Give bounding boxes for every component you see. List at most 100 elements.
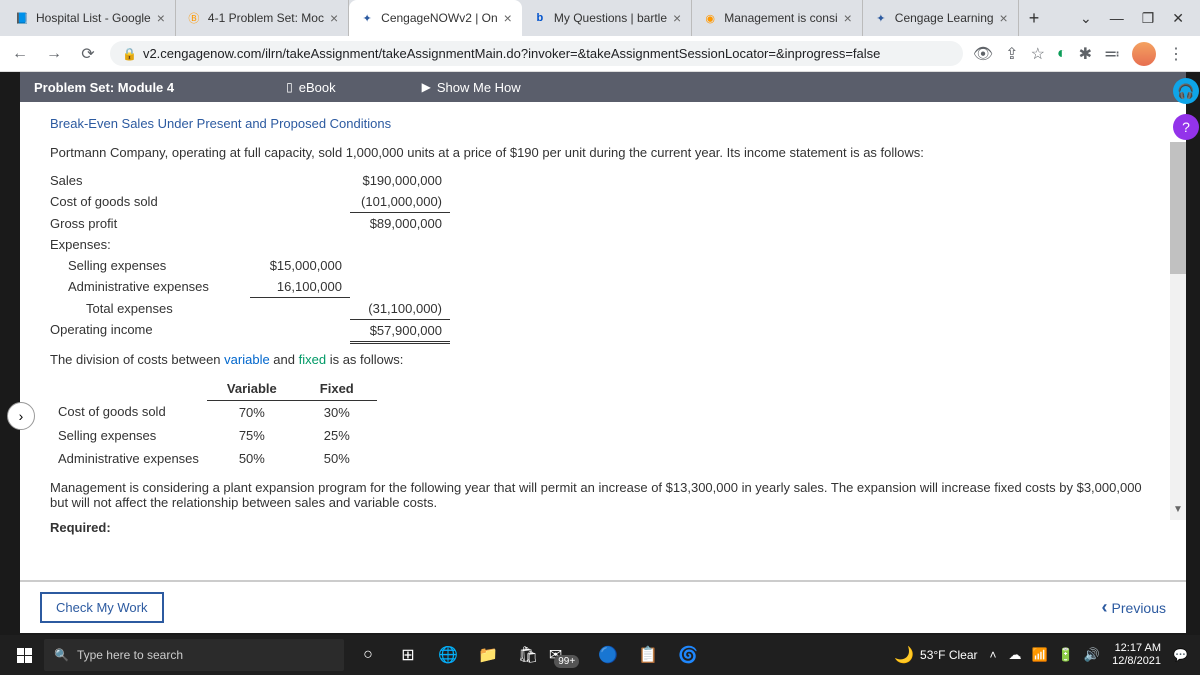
side-panel: 🎧 ?: [1172, 78, 1200, 140]
row-value: (31,100,000): [350, 298, 450, 320]
weather-widget[interactable]: 🌙 53°F Clear: [894, 645, 977, 665]
close-icon[interactable]: ×: [844, 10, 852, 26]
close-icon[interactable]: ×: [157, 10, 165, 26]
cell: 50%: [207, 447, 297, 470]
url-field[interactable]: 🔒 v2.cengagenow.com/ilrn/takeAssignment/…: [110, 41, 963, 66]
forward-button[interactable]: →: [42, 42, 66, 66]
scroll-down-icon[interactable]: ▼: [1170, 504, 1186, 520]
tab-title: CengageNOWv2 | On: [381, 11, 498, 25]
tab-2[interactable]: ✦ CengageNOWv2 | On ×: [349, 0, 522, 36]
volume-icon[interactable]: 🔊: [1084, 647, 1100, 663]
maximize-icon[interactable]: ❐: [1142, 10, 1155, 27]
menu-icon[interactable]: ⋮: [1168, 44, 1184, 64]
edge-icon[interactable]: 🌐: [430, 637, 466, 673]
close-icon[interactable]: ✕: [1172, 10, 1184, 27]
row-value: $57,900,000: [350, 319, 450, 342]
cortana-icon[interactable]: ○: [350, 637, 386, 673]
tab-title: My Questions | bartle: [554, 11, 667, 25]
ebook-button[interactable]: ▯ eBook: [268, 80, 353, 95]
avatar[interactable]: [1132, 42, 1156, 66]
notifications-icon[interactable]: 💬: [1173, 648, 1188, 662]
variable-link[interactable]: variable: [224, 352, 270, 367]
tab-1[interactable]: Ⓑ 4-1 Problem Set: Moc ×: [176, 0, 349, 36]
row-label: Total expenses: [50, 298, 250, 320]
close-icon[interactable]: ×: [504, 10, 512, 26]
tab-title: 4-1 Problem Set: Moc: [208, 11, 324, 25]
tab-title: Management is consi: [724, 11, 837, 25]
show-me-label: Show Me How: [437, 80, 521, 95]
start-button[interactable]: [4, 635, 44, 675]
snip-icon[interactable]: 📋: [630, 637, 666, 673]
no-tracking-icon[interactable]: 👁: [973, 44, 993, 64]
chrome-icon[interactable]: 🔵: [590, 637, 626, 673]
row-label: Gross profit: [50, 213, 250, 235]
assignment-title: Problem Set: Module 4: [20, 80, 188, 95]
book-icon: ▯: [286, 80, 293, 94]
cost-split-table: VariableFixed Cost of goods sold70%30% S…: [50, 377, 377, 470]
battery-icon[interactable]: 🔋: [1058, 647, 1074, 663]
cell: 25%: [297, 424, 377, 447]
new-tab-button[interactable]: +: [1019, 8, 1050, 29]
row-label: Cost of goods sold: [50, 400, 207, 424]
system-tray[interactable]: ☁ 📶 🔋 🔊: [1009, 647, 1101, 663]
tab-title: Hospital List - Google: [36, 11, 151, 25]
tab-favicon: ◉: [702, 10, 718, 26]
tab-3[interactable]: b My Questions | bartle ×: [522, 0, 692, 36]
search-placeholder: Type here to search: [77, 648, 183, 662]
puzzle-icon[interactable]: ✱: [1079, 44, 1092, 64]
minimize-icon[interactable]: —: [1110, 10, 1124, 27]
moon-icon: 🌙: [894, 645, 914, 665]
show-me-how-button[interactable]: ▶ Show Me How: [404, 80, 539, 95]
row-label: Selling expenses: [50, 255, 250, 276]
taskbar: 🔍 Type here to search ○ ⊞ 🌐 📁 🛍 ✉99+ 🔵 📋…: [0, 635, 1200, 675]
star-icon[interactable]: ☆: [1031, 44, 1045, 64]
fixed-link[interactable]: fixed: [299, 352, 326, 367]
onedrive-icon[interactable]: ☁: [1009, 647, 1022, 663]
problem-title: Break-Even Sales Under Present and Propo…: [50, 116, 1160, 131]
search-input[interactable]: 🔍 Type here to search: [44, 639, 344, 671]
weather-text: 53°F Clear: [920, 648, 978, 662]
tab-favicon: 📘: [14, 10, 30, 26]
reload-button[interactable]: ⟳: [76, 42, 100, 66]
chevron-up-icon[interactable]: ˄: [990, 648, 997, 662]
back-button[interactable]: ←: [8, 42, 32, 66]
management-text: Management is considering a plant expans…: [50, 480, 1160, 510]
tab-favicon: ✦: [359, 10, 375, 26]
app-icon[interactable]: 🌀: [670, 637, 706, 673]
mail-icon[interactable]: ✉99+: [550, 637, 586, 673]
video-icon: ▶: [422, 80, 431, 94]
search-icon: 🔍: [54, 648, 69, 662]
clock[interactable]: 12:17 AM 12/8/2021: [1112, 642, 1161, 668]
check-my-work-button[interactable]: Check My Work: [40, 592, 164, 623]
chevron-down-icon[interactable]: ⌄: [1080, 10, 1092, 27]
explorer-icon[interactable]: 📁: [470, 637, 506, 673]
reading-list-icon[interactable]: ≕: [1104, 44, 1120, 64]
col-header: Fixed: [297, 377, 377, 401]
mail-badge: 99+: [554, 655, 579, 668]
scroll-thumb[interactable]: [1170, 142, 1186, 274]
division-text: The division of costs between variable a…: [50, 352, 1160, 367]
close-icon[interactable]: ×: [1000, 10, 1008, 26]
wifi-icon[interactable]: 📶: [1032, 647, 1048, 663]
scrollbar[interactable]: ▲ ▼: [1170, 142, 1186, 520]
cell: 50%: [297, 447, 377, 470]
cell: 75%: [207, 424, 297, 447]
tab-5[interactable]: ✦ Cengage Learning ×: [863, 0, 1019, 36]
previous-button[interactable]: ‹ Previous: [1102, 597, 1166, 618]
extension-icon[interactable]: ◐: [1057, 45, 1067, 63]
previous-label: Previous: [1112, 600, 1166, 616]
tab-title: Cengage Learning: [895, 11, 994, 25]
required-label: Required:: [50, 520, 1160, 535]
store-icon[interactable]: 🛍: [510, 637, 546, 673]
close-icon[interactable]: ×: [330, 10, 338, 26]
tab-4[interactable]: ◉ Management is consi ×: [692, 0, 863, 36]
headset-icon[interactable]: 🎧: [1173, 78, 1199, 104]
help-icon[interactable]: ?: [1173, 114, 1199, 140]
task-view-icon[interactable]: ⊞: [390, 637, 426, 673]
expand-panel-button[interactable]: ›: [7, 402, 35, 430]
share-icon[interactable]: ⇪: [1005, 44, 1018, 64]
lock-icon: 🔒: [122, 47, 137, 61]
row-label: Cost of goods sold: [50, 191, 250, 213]
close-icon[interactable]: ×: [673, 10, 681, 26]
tab-0[interactable]: 📘 Hospital List - Google ×: [4, 0, 176, 36]
